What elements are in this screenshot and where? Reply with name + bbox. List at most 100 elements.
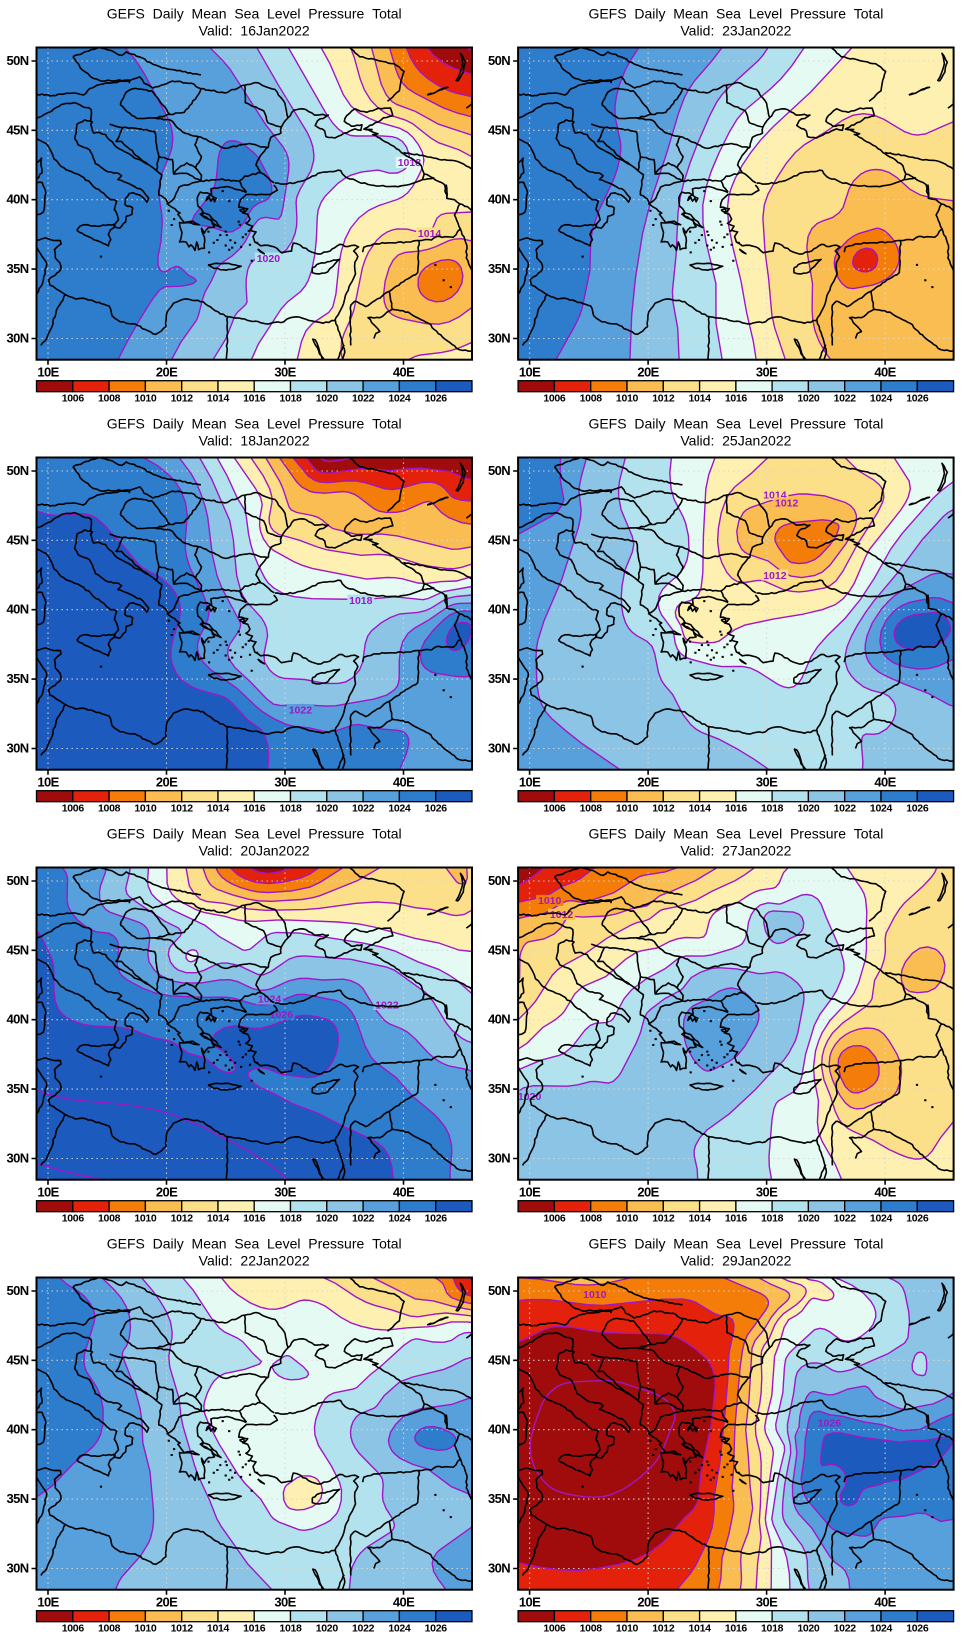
- svg-text:1022: 1022: [834, 1623, 857, 1635]
- svg-text:30N: 30N: [488, 1561, 510, 1576]
- svg-text:45N: 45N: [488, 122, 510, 137]
- svg-text:1006: 1006: [543, 803, 566, 815]
- svg-text:1016: 1016: [725, 1213, 748, 1225]
- svg-text:35N: 35N: [6, 1491, 28, 1506]
- svg-text:1010: 1010: [616, 1623, 639, 1635]
- svg-text:1018: 1018: [279, 393, 302, 405]
- svg-text:40E: 40E: [393, 365, 415, 380]
- svg-text:1016: 1016: [725, 393, 748, 405]
- svg-text:45N: 45N: [6, 942, 28, 957]
- svg-text:35N: 35N: [488, 671, 510, 686]
- svg-text:GEFS Daily Mean Sea Level: GEFS Daily Mean Sea Level Pressure Total: [107, 416, 402, 432]
- svg-text:1012: 1012: [171, 803, 194, 815]
- svg-text:1012: 1012: [763, 570, 787, 582]
- svg-text:30E: 30E: [756, 775, 778, 790]
- svg-text:1012: 1012: [171, 1213, 194, 1225]
- svg-text:20E: 20E: [637, 365, 659, 380]
- svg-text:1022: 1022: [352, 1623, 375, 1635]
- svg-text:Valid: 20Jan2022: Valid: 20Jan2022: [199, 843, 310, 859]
- svg-text:30N: 30N: [6, 1151, 28, 1166]
- svg-text:1010: 1010: [616, 393, 639, 405]
- svg-text:1020: 1020: [797, 1213, 820, 1225]
- svg-text:1022: 1022: [834, 393, 857, 405]
- svg-text:50N: 50N: [488, 1283, 510, 1298]
- svg-text:1022: 1022: [289, 704, 313, 716]
- svg-text:40N: 40N: [6, 602, 28, 617]
- svg-text:1012: 1012: [171, 1623, 194, 1635]
- svg-text:1006: 1006: [543, 393, 566, 405]
- svg-text:1006: 1006: [543, 1213, 566, 1225]
- svg-text:50N: 50N: [488, 873, 510, 888]
- svg-text:1016: 1016: [243, 1213, 266, 1225]
- svg-text:1024: 1024: [388, 1623, 411, 1635]
- svg-text:1022: 1022: [352, 1213, 375, 1225]
- svg-text:40E: 40E: [393, 1595, 415, 1610]
- svg-text:40E: 40E: [874, 1185, 896, 1200]
- svg-text:1008: 1008: [98, 1623, 121, 1635]
- svg-text:1018: 1018: [279, 1213, 302, 1225]
- svg-text:50N: 50N: [488, 53, 510, 68]
- svg-text:1006: 1006: [62, 1213, 85, 1225]
- svg-text:40E: 40E: [393, 1185, 415, 1200]
- svg-text:1014: 1014: [689, 1213, 712, 1225]
- svg-text:45N: 45N: [6, 1352, 28, 1367]
- svg-text:1024: 1024: [388, 393, 411, 405]
- svg-text:1014: 1014: [207, 803, 230, 815]
- svg-text:40E: 40E: [393, 775, 415, 790]
- svg-text:50N: 50N: [488, 463, 510, 478]
- svg-text:1012: 1012: [652, 1213, 675, 1225]
- svg-text:40N: 40N: [488, 1422, 510, 1437]
- svg-text:1006: 1006: [62, 393, 85, 405]
- svg-text:1018: 1018: [761, 1213, 784, 1225]
- svg-text:1016: 1016: [725, 1623, 748, 1635]
- svg-text:Valid: 27Jan2022: Valid: 27Jan2022: [680, 843, 791, 859]
- svg-text:1020: 1020: [797, 393, 820, 405]
- svg-text:30N: 30N: [6, 741, 28, 756]
- svg-text:1020: 1020: [316, 803, 339, 815]
- svg-text:GEFS Daily Mean Sea Level: GEFS Daily Mean Sea Level Pressure Total: [107, 6, 402, 22]
- svg-text:30E: 30E: [756, 1185, 778, 1200]
- svg-text:1012: 1012: [171, 393, 194, 405]
- svg-text:30N: 30N: [488, 741, 510, 756]
- svg-text:50N: 50N: [6, 463, 28, 478]
- svg-text:1016: 1016: [243, 393, 266, 405]
- svg-text:GEFS Daily Mean Sea Level: GEFS Daily Mean Sea Level Pressure Total: [107, 826, 402, 842]
- svg-text:1014: 1014: [207, 1623, 230, 1635]
- svg-text:45N: 45N: [488, 942, 510, 957]
- svg-text:40N: 40N: [488, 1012, 510, 1027]
- svg-text:1024: 1024: [870, 393, 893, 405]
- svg-text:1018: 1018: [349, 595, 373, 607]
- svg-text:GEFS Daily Mean Sea Level: GEFS Daily Mean Sea Level Pressure Total: [588, 1236, 883, 1252]
- svg-text:1024: 1024: [870, 803, 893, 815]
- svg-text:1026: 1026: [425, 803, 448, 815]
- svg-text:1024: 1024: [388, 1213, 411, 1225]
- svg-text:1006: 1006: [62, 1623, 85, 1635]
- svg-text:1012: 1012: [652, 1623, 675, 1635]
- svg-text:1026: 1026: [906, 393, 929, 405]
- svg-text:Valid: 25Jan2022: Valid: 25Jan2022: [680, 433, 791, 449]
- svg-text:40E: 40E: [874, 365, 896, 380]
- svg-text:1026: 1026: [818, 1418, 842, 1430]
- svg-text:20E: 20E: [637, 1185, 659, 1200]
- svg-text:30N: 30N: [6, 1561, 28, 1576]
- svg-text:30E: 30E: [756, 1595, 778, 1610]
- svg-text:10E: 10E: [519, 1185, 541, 1200]
- svg-text:10E: 10E: [37, 1185, 59, 1200]
- svg-text:1022: 1022: [352, 393, 375, 405]
- svg-text:45N: 45N: [6, 532, 28, 547]
- svg-text:1020: 1020: [316, 1623, 339, 1635]
- svg-text:20E: 20E: [156, 1185, 178, 1200]
- svg-text:1010: 1010: [134, 803, 157, 815]
- svg-text:40N: 40N: [488, 192, 510, 207]
- svg-text:1008: 1008: [98, 1213, 121, 1225]
- svg-text:1010: 1010: [134, 1623, 157, 1635]
- svg-text:1014: 1014: [418, 228, 442, 240]
- svg-text:1026: 1026: [906, 1213, 929, 1225]
- svg-text:10E: 10E: [37, 1595, 59, 1610]
- svg-text:1024: 1024: [870, 1213, 893, 1225]
- svg-text:1010: 1010: [134, 393, 157, 405]
- svg-text:1008: 1008: [580, 803, 603, 815]
- svg-text:1012: 1012: [652, 803, 675, 815]
- svg-text:1008: 1008: [580, 1623, 603, 1635]
- svg-text:35N: 35N: [488, 261, 510, 276]
